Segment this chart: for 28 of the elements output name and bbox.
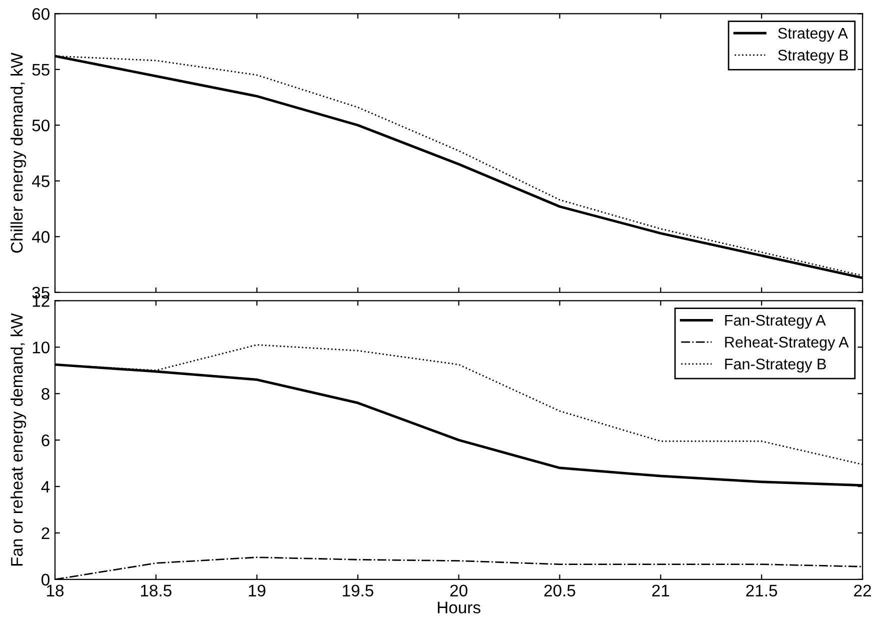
- x-tick-label: 18: [47, 584, 64, 596]
- x-tick-label: 20: [450, 584, 468, 596]
- x-tick-label: 19: [248, 584, 266, 596]
- y-tick-label: 55: [32, 64, 50, 76]
- y-tick-label: 2: [42, 527, 50, 539]
- y-tick-label: 8: [42, 388, 50, 400]
- x-tick-label: 20.5: [544, 584, 576, 596]
- legend-label: Reheat-Strategy A: [725, 336, 849, 351]
- legend-label: Fan-Strategy B: [725, 358, 826, 372]
- y-tick-label: 45: [32, 175, 50, 188]
- x-tick-label: 19.5: [342, 584, 374, 596]
- y-axis-title: Fan or reheat energy demand, kW: [10, 313, 26, 566]
- x-tick-label: 21: [652, 584, 670, 596]
- y-tick-label: 10: [32, 342, 50, 354]
- legend-label: Strategy A: [778, 28, 848, 42]
- y-tick-label: 50: [32, 120, 50, 132]
- y-tick-label: 40: [32, 231, 50, 243]
- y-tick-label: 60: [32, 8, 50, 20]
- y-tick-label: 4: [41, 481, 50, 493]
- legend-label: Strategy B: [778, 50, 848, 64]
- x-axis-title: Hours: [438, 602, 480, 614]
- x-tick-label: 21.5: [746, 584, 778, 596]
- y-tick-label: 0: [42, 574, 50, 586]
- y-tick-label: 6: [42, 434, 50, 446]
- y-axis-title: Chiller energy demand, kW: [10, 52, 26, 253]
- x-tick-label: 18.5: [140, 584, 172, 596]
- legend-label: Fan-Strategy A: [725, 314, 826, 329]
- x-tick-label: 22: [854, 584, 871, 596]
